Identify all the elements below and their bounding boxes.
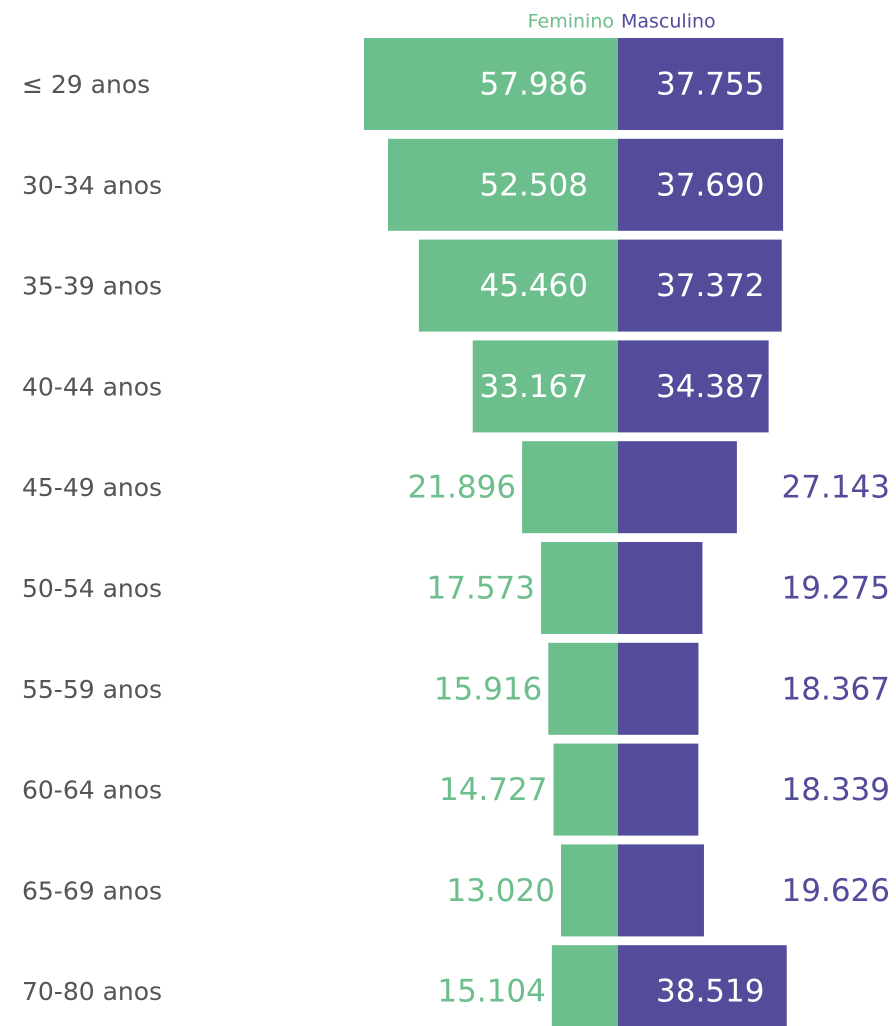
bar-female [548, 642, 618, 735]
legend-male: Masculino [621, 11, 716, 33]
value-label: 37.690 [656, 167, 764, 203]
value-label: 19.626 [782, 873, 890, 909]
bar-male [618, 945, 787, 1026]
bar-female [364, 38, 618, 130]
category-label: 50-54 anos [22, 574, 162, 603]
value-label: 38.519 [656, 974, 764, 1010]
legend-female: Feminino [528, 11, 614, 33]
value-label: 37.755 [656, 67, 764, 103]
bar-male [618, 239, 782, 332]
value-label: 17.573 [427, 571, 535, 607]
bar-female [418, 239, 618, 332]
value-label: 34.387 [656, 369, 764, 405]
value-label: 57.986 [480, 67, 588, 103]
value-label: 14.727 [439, 772, 547, 808]
bar-male [618, 844, 704, 937]
bar-female [553, 743, 618, 836]
value-label: 18.367 [782, 671, 890, 707]
bar-female [472, 340, 618, 433]
value-label: 15.916 [434, 671, 542, 707]
value-label: 21.896 [408, 470, 516, 506]
category-label: 35-39 anos [22, 272, 162, 301]
bar-female [560, 844, 618, 937]
bar-male [618, 138, 784, 231]
bar-female [541, 542, 618, 634]
bar-female [551, 945, 618, 1026]
bar-male [618, 38, 784, 130]
value-label: 18.339 [782, 772, 890, 808]
bar-male [618, 340, 769, 433]
bar-female [522, 441, 618, 534]
value-label: 52.508 [480, 167, 588, 203]
category-label: ≤ 29 anos [22, 70, 150, 99]
value-label: 13.020 [446, 873, 554, 909]
category-label: 30-34 anos [22, 171, 162, 200]
value-label: 33.167 [480, 369, 588, 405]
value-label: 45.460 [480, 268, 588, 304]
category-label: 60-64 anos [22, 776, 162, 805]
value-label: 27.143 [782, 470, 890, 506]
bar-male [618, 743, 699, 836]
bar-male [618, 542, 703, 634]
category-label: 55-59 anos [22, 675, 162, 704]
category-label: 65-69 anos [22, 876, 162, 905]
category-label: 45-49 anos [22, 473, 162, 502]
bar-female [387, 138, 618, 231]
value-label: 19.275 [782, 571, 890, 607]
value-label: 15.104 [437, 974, 545, 1010]
category-label: 70-80 anos [22, 977, 162, 1006]
bar-male [618, 441, 737, 534]
bar-male [618, 642, 699, 735]
value-label: 37.372 [656, 268, 764, 304]
category-label: 40-44 anos [22, 372, 162, 401]
